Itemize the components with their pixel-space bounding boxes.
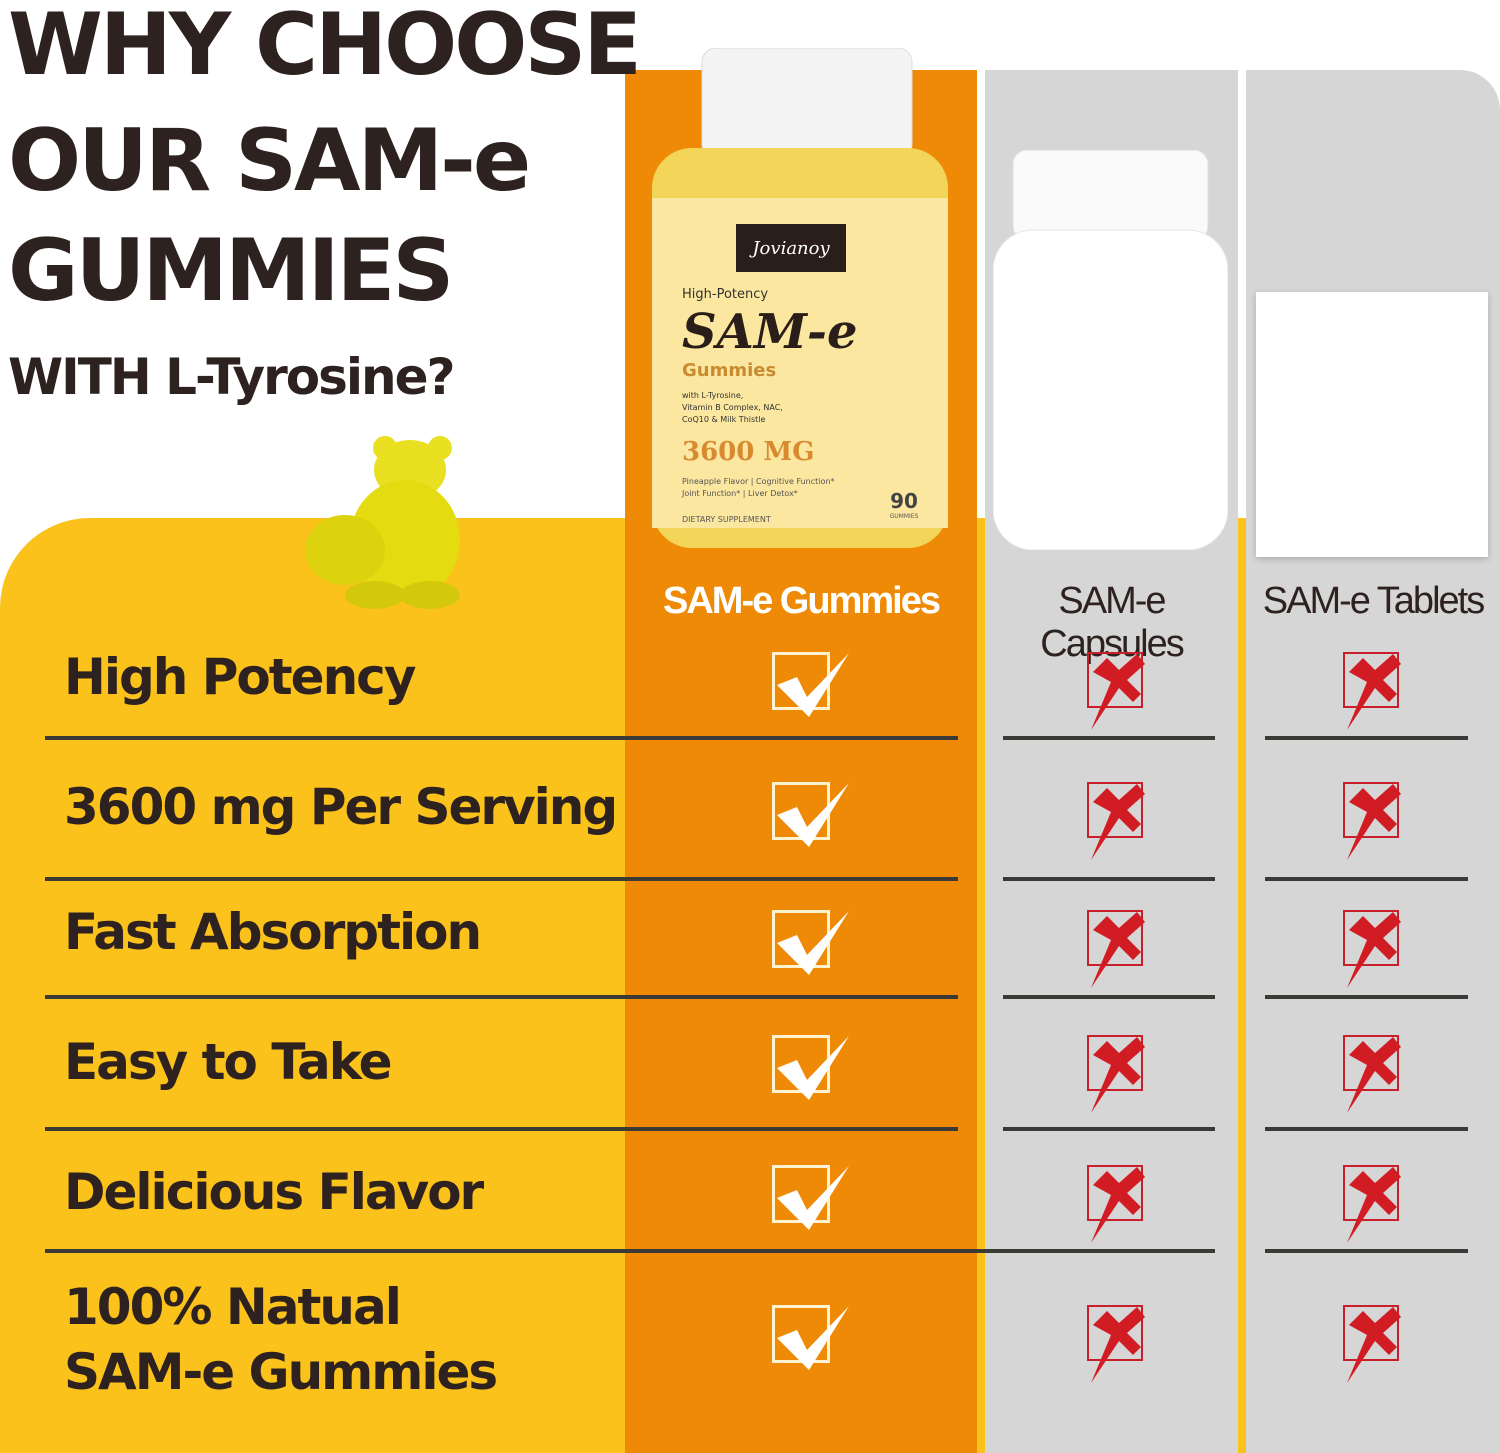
row-divider (45, 877, 958, 881)
svg-text:with L-Tyrosine,: with L-Tyrosine, (682, 391, 743, 400)
heading-subtitle: WITH L-Tyrosine? (8, 348, 456, 406)
check-icon (772, 652, 849, 717)
svg-text:3600 MG: 3600 MG (682, 437, 814, 467)
check-icon (772, 910, 849, 975)
heading-line3: GUMMIES (8, 221, 454, 321)
svg-text:DIETARY SUPPLEMENT: DIETARY SUPPLEMENT (682, 515, 771, 524)
cross-icon (1087, 1165, 1145, 1243)
tablet-box-image (1256, 292, 1488, 557)
feature-label: 100% Natual SAM-e Gummies (64, 1278, 498, 1401)
svg-text:CoQ10 & Milk Thistle: CoQ10 & Milk Thistle (682, 415, 766, 424)
check-icon (772, 782, 849, 847)
svg-text:Vitamin B Complex, NAC,: Vitamin B Complex, NAC, (682, 403, 783, 412)
feature-label: Fast Absorption (64, 903, 482, 961)
row-divider (45, 1249, 1215, 1253)
cross-icon (1087, 910, 1145, 988)
row-divider (1265, 995, 1468, 999)
row-divider (1265, 1127, 1468, 1131)
row-divider (45, 1127, 958, 1131)
svg-text:SAM-e: SAM-e (682, 304, 858, 360)
column-header-capsules: SAM-e Capsules (1040, 580, 1184, 665)
gummy-bear-image (305, 436, 460, 609)
cross-icon (1087, 1305, 1145, 1383)
column-header-tablets: SAM-e Tablets (1262, 580, 1485, 622)
cross-icon (1343, 782, 1401, 860)
cross-icon (1087, 782, 1145, 860)
feature-label: Easy to Take (64, 1033, 393, 1091)
svg-text:90: 90 (890, 489, 918, 513)
cross-icon (1343, 910, 1401, 988)
cross-icon (1087, 1035, 1145, 1113)
heading-line2: OUR SAM-e (8, 111, 531, 211)
row-divider (1265, 877, 1468, 881)
column-header-gummies: SAM-e Gummies (663, 580, 941, 622)
brand-logo: Jovianoy (748, 238, 830, 259)
cross-icon (1343, 1165, 1401, 1243)
row-divider (1003, 736, 1215, 740)
check-icon (772, 1305, 849, 1370)
svg-text:Pineapple Flavor | Cognitive: Pineapple Flavor | Cognitive Function* (682, 477, 834, 486)
check-icon (772, 1165, 849, 1230)
row-divider (1003, 877, 1215, 881)
check-icon (772, 1035, 849, 1100)
row-divider (1265, 1249, 1468, 1253)
heading-line1: WHY CHOOSE (8, 0, 642, 95)
feature-label: Delicious Flavor (64, 1163, 484, 1221)
row-divider (45, 736, 958, 740)
svg-text:High-Potency: High-Potency (682, 287, 768, 302)
feature-label: 3600 mg Per Serving (64, 778, 618, 836)
cross-icon (1343, 1305, 1401, 1383)
tablets-column-bg (1246, 70, 1500, 1453)
cross-icon (1087, 652, 1145, 730)
cross-icon (1343, 1035, 1401, 1113)
cross-icon (1343, 652, 1401, 730)
row-divider (1003, 1127, 1215, 1131)
row-divider (45, 995, 958, 999)
capsule-bottle-image (993, 150, 1228, 550)
svg-text:Joint Function* | Liver Deto: Joint Function* | Liver Detox* (681, 489, 798, 498)
row-divider (1265, 736, 1468, 740)
row-divider (1003, 995, 1215, 999)
svg-text:GUMMIES: GUMMIES (890, 513, 919, 520)
svg-text:Gummies: Gummies (682, 360, 776, 381)
product-bottle-image: Jovianoy High-Potency SAM-e Gummies with… (652, 48, 948, 548)
feature-label: High Potency (64, 648, 416, 706)
